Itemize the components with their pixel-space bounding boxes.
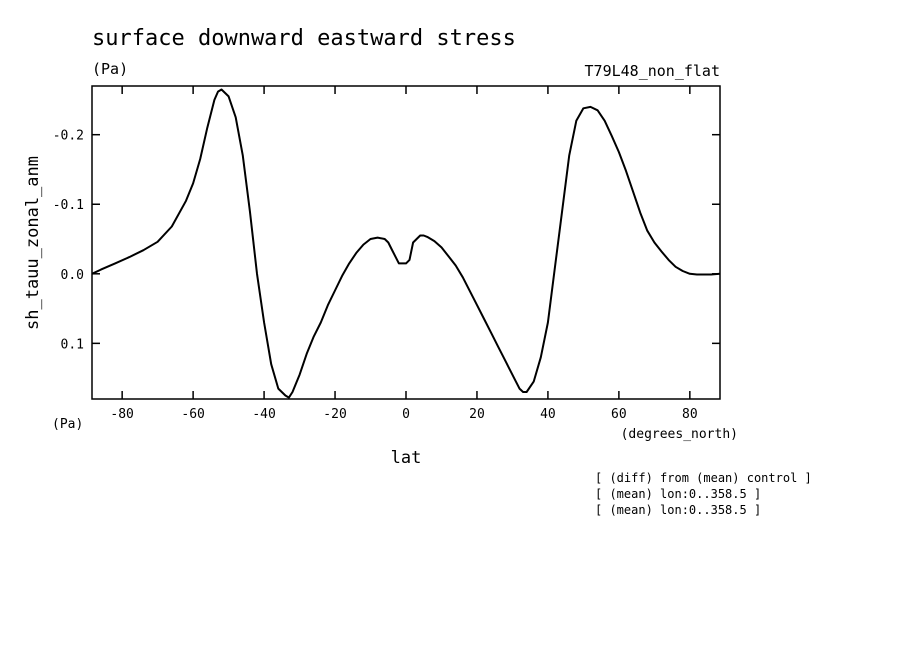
x-tick-label: -80 bbox=[110, 407, 133, 422]
plot-frame bbox=[91, 85, 721, 400]
x-tick-label: -20 bbox=[323, 407, 346, 422]
x-axis-label: lat bbox=[391, 448, 422, 468]
x-tick-label: 60 bbox=[611, 407, 627, 422]
y-tick-label: 0.1 bbox=[61, 337, 84, 352]
y-tick-label: -0.2 bbox=[53, 129, 84, 144]
y-tick-label: -0.1 bbox=[53, 198, 84, 213]
y-axis-label: sh_tauu_zonal_anm bbox=[23, 156, 43, 330]
x-tick-label: 40 bbox=[540, 407, 556, 422]
x-tick-label: -60 bbox=[181, 407, 204, 422]
series-line bbox=[91, 88, 721, 399]
y-ticks: -0.2 -0.1 0.0 0.1 bbox=[53, 129, 720, 352]
x-tick-label: 0 bbox=[402, 407, 410, 422]
x-tick-label: 20 bbox=[469, 407, 485, 422]
y-tick-label: 0.0 bbox=[61, 268, 84, 283]
x-tick-label: 80 bbox=[682, 407, 698, 422]
x-tick-label: -40 bbox=[252, 407, 275, 422]
note-line-3: [ (mean) lon:0..358.5 ] bbox=[595, 503, 761, 517]
note-line-1: [ (diff) from (mean) control ] bbox=[595, 471, 812, 485]
x-ticks: -80 -60 -40 -20 0 20 40 60 80 bbox=[110, 86, 698, 422]
run-label: T79L48_non_flat bbox=[585, 62, 720, 80]
x-units-label: (degrees_north) bbox=[621, 427, 738, 442]
y-units-label: (Pa) bbox=[52, 417, 83, 432]
note-line-2: [ (mean) lon:0..358.5 ] bbox=[595, 487, 761, 501]
units-label: (Pa) bbox=[92, 60, 128, 78]
chart-title: surface downward eastward stress bbox=[92, 26, 516, 51]
